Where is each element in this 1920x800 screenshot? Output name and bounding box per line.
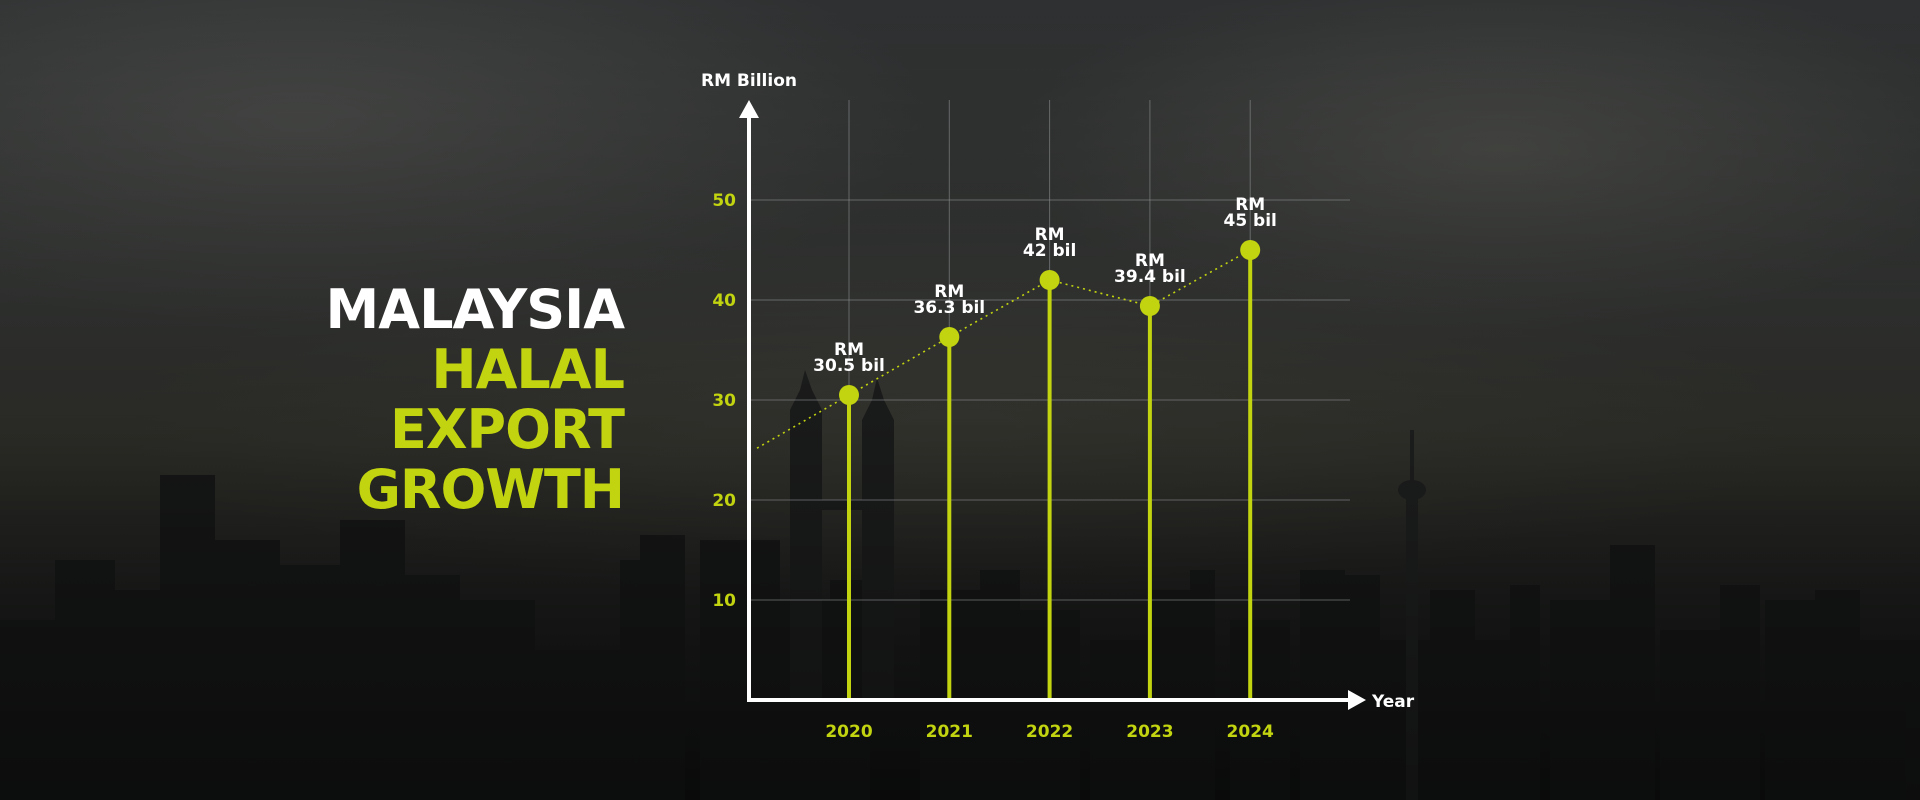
y-tick-label: 50 — [712, 191, 736, 211]
y-axis-arrow — [739, 100, 759, 118]
data-point — [1139, 296, 1160, 316]
y-tick-label: 30 — [712, 391, 736, 411]
data-label-value: 36.3 bil — [913, 298, 985, 318]
data-label-currency: RM — [1235, 195, 1265, 215]
x-tick-labels: 2020 2021 2022 2023 2024 — [825, 722, 1274, 742]
data-label-value: 42 bil — [1023, 241, 1076, 261]
data-label-value: 30.5 bil — [813, 356, 885, 376]
chart-bars — [839, 240, 1261, 698]
headline-line-4: GROWTH — [356, 458, 625, 521]
y-tick-label: 40 — [712, 291, 736, 311]
x-tick-label: 2021 — [926, 722, 973, 742]
data-label-currency: RM — [1135, 251, 1165, 271]
headline-line-2: HALAL — [431, 338, 625, 401]
data-label-currency: RM — [1035, 225, 1065, 245]
data-label-value: 45 bil — [1223, 211, 1276, 231]
y-tick-label: 20 — [712, 491, 736, 511]
y-tick-labels: 10 20 30 40 50 — [712, 191, 736, 611]
data-point — [939, 327, 960, 347]
data-label-currency: RM — [934, 282, 964, 302]
y-tick-label: 10 — [712, 591, 736, 611]
x-tick-label: 2020 — [825, 722, 872, 742]
data-label-value: 39.4 bil — [1114, 267, 1186, 287]
headline: MALAYSIA HALAL EXPORT GROWTH — [0, 278, 625, 521]
headline-line-3: EXPORT — [390, 398, 625, 461]
x-axis-label: Year — [1371, 692, 1415, 712]
data-point — [1039, 270, 1060, 290]
data-label-currency: RM — [834, 340, 864, 360]
x-tick-label: 2023 — [1126, 722, 1173, 742]
headline-line-1: MALAYSIA — [325, 278, 625, 341]
x-tick-label: 2022 — [1026, 722, 1073, 742]
x-tick-label: 2024 — [1227, 722, 1274, 742]
y-axis-label: RM Billion — [701, 71, 797, 91]
data-point — [1240, 240, 1261, 260]
data-point — [839, 385, 859, 405]
chart-axes: RM Billion Year — [701, 71, 1415, 712]
x-axis-arrow — [1348, 690, 1366, 710]
